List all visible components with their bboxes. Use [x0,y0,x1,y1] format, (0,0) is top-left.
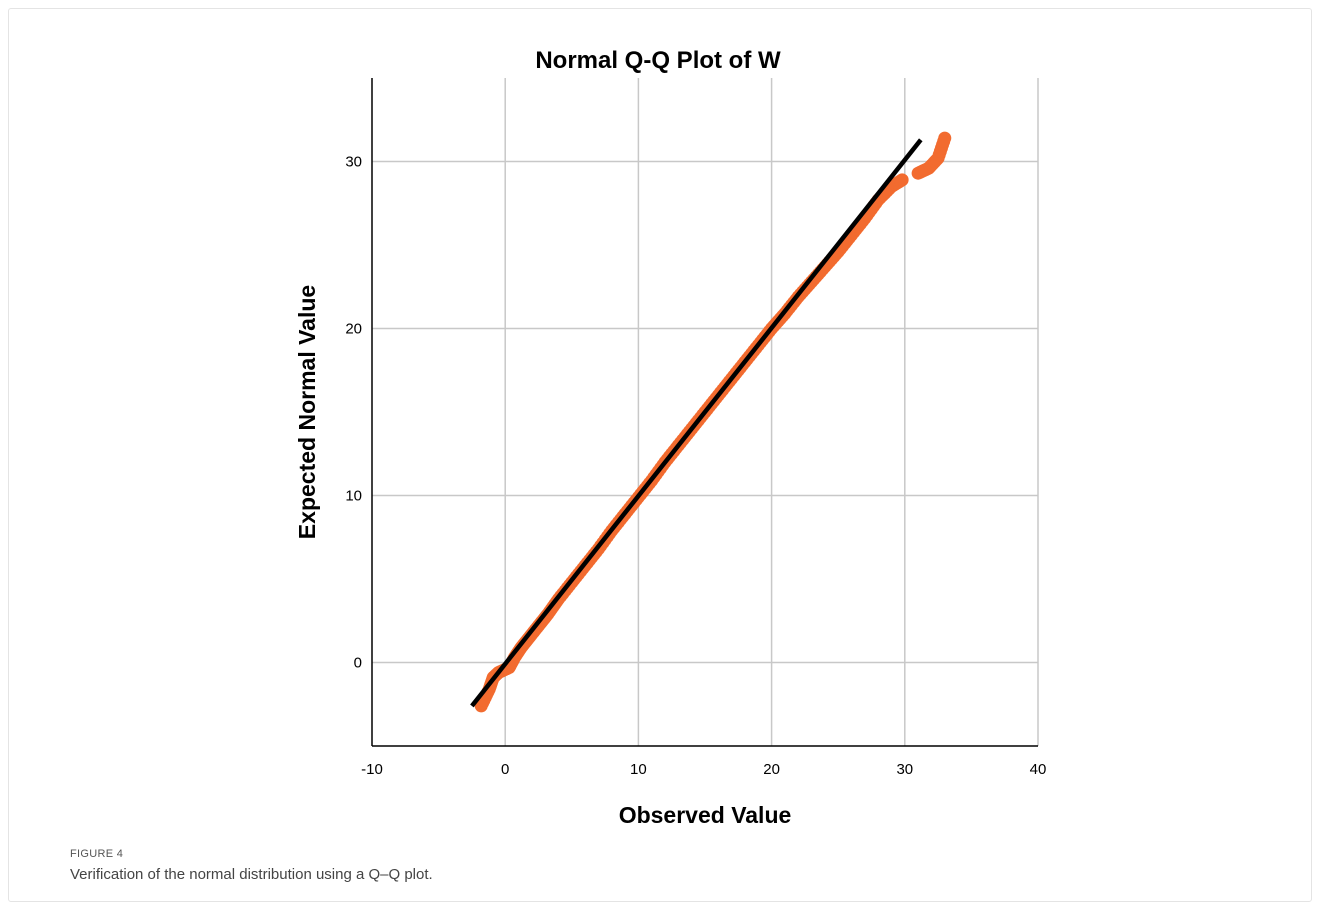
y-tick-label: 30 [345,154,362,171]
y-tick-label: 20 [345,321,362,338]
x-axis-label: Observed Value [619,802,792,828]
reference-line [470,138,923,708]
reference-line-group [470,138,923,708]
figure-frame [8,8,1312,902]
x-tick-label: -10 [361,761,383,778]
x-tick-label: 10 [630,761,647,778]
x-tick-label: 20 [763,761,780,778]
y-axis-label: Expected Normal Value [294,285,320,539]
axes [371,78,1038,747]
data-point [937,134,951,148]
y-tick-label: 0 [354,655,362,672]
figure-caption: Verification of the normal distribution … [70,866,433,883]
x-tick-label: 40 [1030,761,1047,778]
tick-labels: -10 0 10 20 30 40 0 10 20 30 [345,154,1046,779]
data-points [474,131,952,713]
data-point [893,174,907,188]
x-tick-label: 0 [501,761,509,778]
figure-label: FIGURE 4 [70,848,124,860]
y-tick-label: 10 [345,488,362,505]
chart-title: Normal Q-Q Plot of W [535,47,781,74]
qq-plot-chart: Normal Q-Q Plot of W -10 0 10 20 30 40 0 10 20 30… [294,47,1046,828]
x-tick-label: 30 [896,761,913,778]
